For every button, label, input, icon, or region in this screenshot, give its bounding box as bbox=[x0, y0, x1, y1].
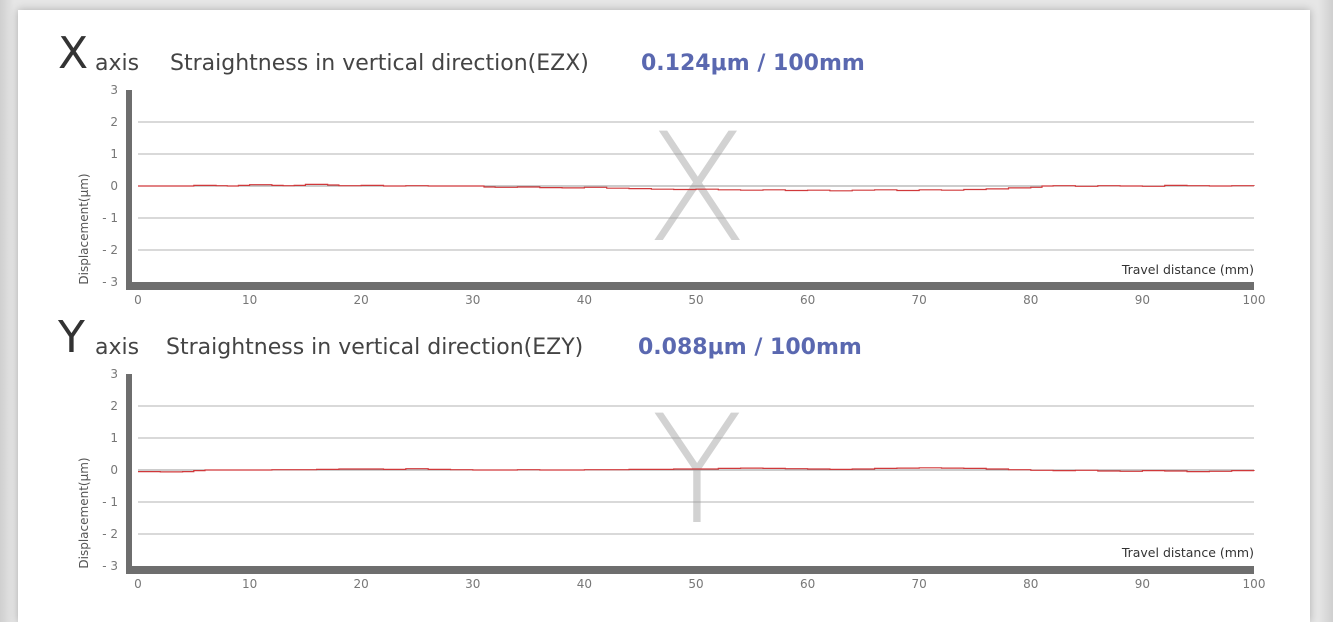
chart-card bbox=[18, 10, 1310, 622]
x-tick-label: 40 bbox=[577, 577, 592, 591]
straightness-value: 0.088μm / 100mm bbox=[638, 335, 862, 360]
series-line bbox=[138, 467, 1255, 473]
series-line bbox=[138, 183, 1255, 192]
y-tick-label: 1 bbox=[110, 147, 118, 161]
x-tick-label: 80 bbox=[1023, 293, 1038, 307]
axis-word: axis bbox=[95, 51, 139, 76]
y-tick-label: 3 bbox=[110, 83, 118, 97]
x-tick-label: 20 bbox=[354, 293, 369, 307]
x-tick-label: 30 bbox=[465, 293, 480, 307]
y-tick-label: - 2 bbox=[102, 527, 118, 541]
y-axis-bar bbox=[126, 90, 132, 282]
y-axis-bar bbox=[126, 374, 132, 566]
x-tick-label: 70 bbox=[912, 293, 927, 307]
chart-letter: X bbox=[58, 28, 88, 79]
x-tick-label: 70 bbox=[912, 577, 927, 591]
x-tick-label: 10 bbox=[242, 577, 257, 591]
x-tick-label: 0 bbox=[134, 577, 142, 591]
y-tick-label: 0 bbox=[110, 463, 118, 477]
x-tick-label: 30 bbox=[465, 577, 480, 591]
y-tick-label: - 1 bbox=[102, 211, 118, 225]
axis-word: axis bbox=[95, 335, 139, 360]
x-tick-labels: 0 10 20 30 40 50 60 70 80 90 100 bbox=[134, 293, 1265, 307]
y-tick-label: 2 bbox=[110, 115, 118, 129]
y-tick-labels: 3 2 1 0 - 1 - 2 - 3 bbox=[102, 83, 118, 289]
watermark-letter: Y bbox=[651, 384, 743, 558]
y-tick-label: 3 bbox=[110, 367, 118, 381]
x-axis-label: Travel distance (mm) bbox=[1121, 262, 1254, 277]
y-tick-label: - 1 bbox=[102, 495, 118, 509]
x-tick-label: 60 bbox=[800, 293, 815, 307]
x-axis-bar bbox=[126, 566, 1254, 574]
y-tick-label: - 3 bbox=[102, 275, 118, 289]
x-tick-label: 90 bbox=[1135, 293, 1150, 307]
straightness-value: 0.124μm / 100mm bbox=[641, 51, 865, 76]
chart-letter: Y bbox=[57, 312, 85, 363]
x-tick-label: 50 bbox=[688, 577, 703, 591]
y-tick-label: 1 bbox=[110, 431, 118, 445]
x-tick-label: 40 bbox=[577, 293, 592, 307]
y-axis-label: Displacement(μm) bbox=[77, 173, 91, 284]
x-tick-label: 80 bbox=[1023, 577, 1038, 591]
x-tick-label: 10 bbox=[242, 293, 257, 307]
y-tick-label: 2 bbox=[110, 399, 118, 413]
x-axis-label: Travel distance (mm) bbox=[1121, 545, 1254, 560]
y-tick-label: - 2 bbox=[102, 243, 118, 257]
x-tick-label: 20 bbox=[354, 577, 369, 591]
y-tick-label: - 3 bbox=[102, 559, 118, 573]
x-tick-label: 60 bbox=[800, 577, 815, 591]
chart-title: Straightness in vertical direction(EZX) bbox=[170, 51, 589, 76]
chart-title: Straightness in vertical direction(EZY) bbox=[166, 335, 583, 360]
x-axis-bar bbox=[126, 282, 1254, 290]
y-tick-label: 0 bbox=[110, 179, 118, 193]
x-tick-label: 90 bbox=[1135, 577, 1150, 591]
y-axis-label: Displacement(μm) bbox=[77, 457, 91, 568]
x-tick-label: 50 bbox=[688, 293, 703, 307]
x-tick-label: 100 bbox=[1243, 293, 1266, 307]
x-tick-label: 100 bbox=[1243, 577, 1266, 591]
y-tick-labels: 3 2 1 0 - 1 - 2 - 3 bbox=[102, 367, 118, 573]
y-axis-chart: Y axis Straightness in vertical directio… bbox=[57, 312, 1265, 591]
x-axis-chart: X axis Straightness in vertical directio… bbox=[58, 28, 1265, 307]
x-tick-label: 0 bbox=[134, 293, 142, 307]
x-tick-labels: 0 10 20 30 40 50 60 70 80 90 100 bbox=[134, 577, 1265, 591]
